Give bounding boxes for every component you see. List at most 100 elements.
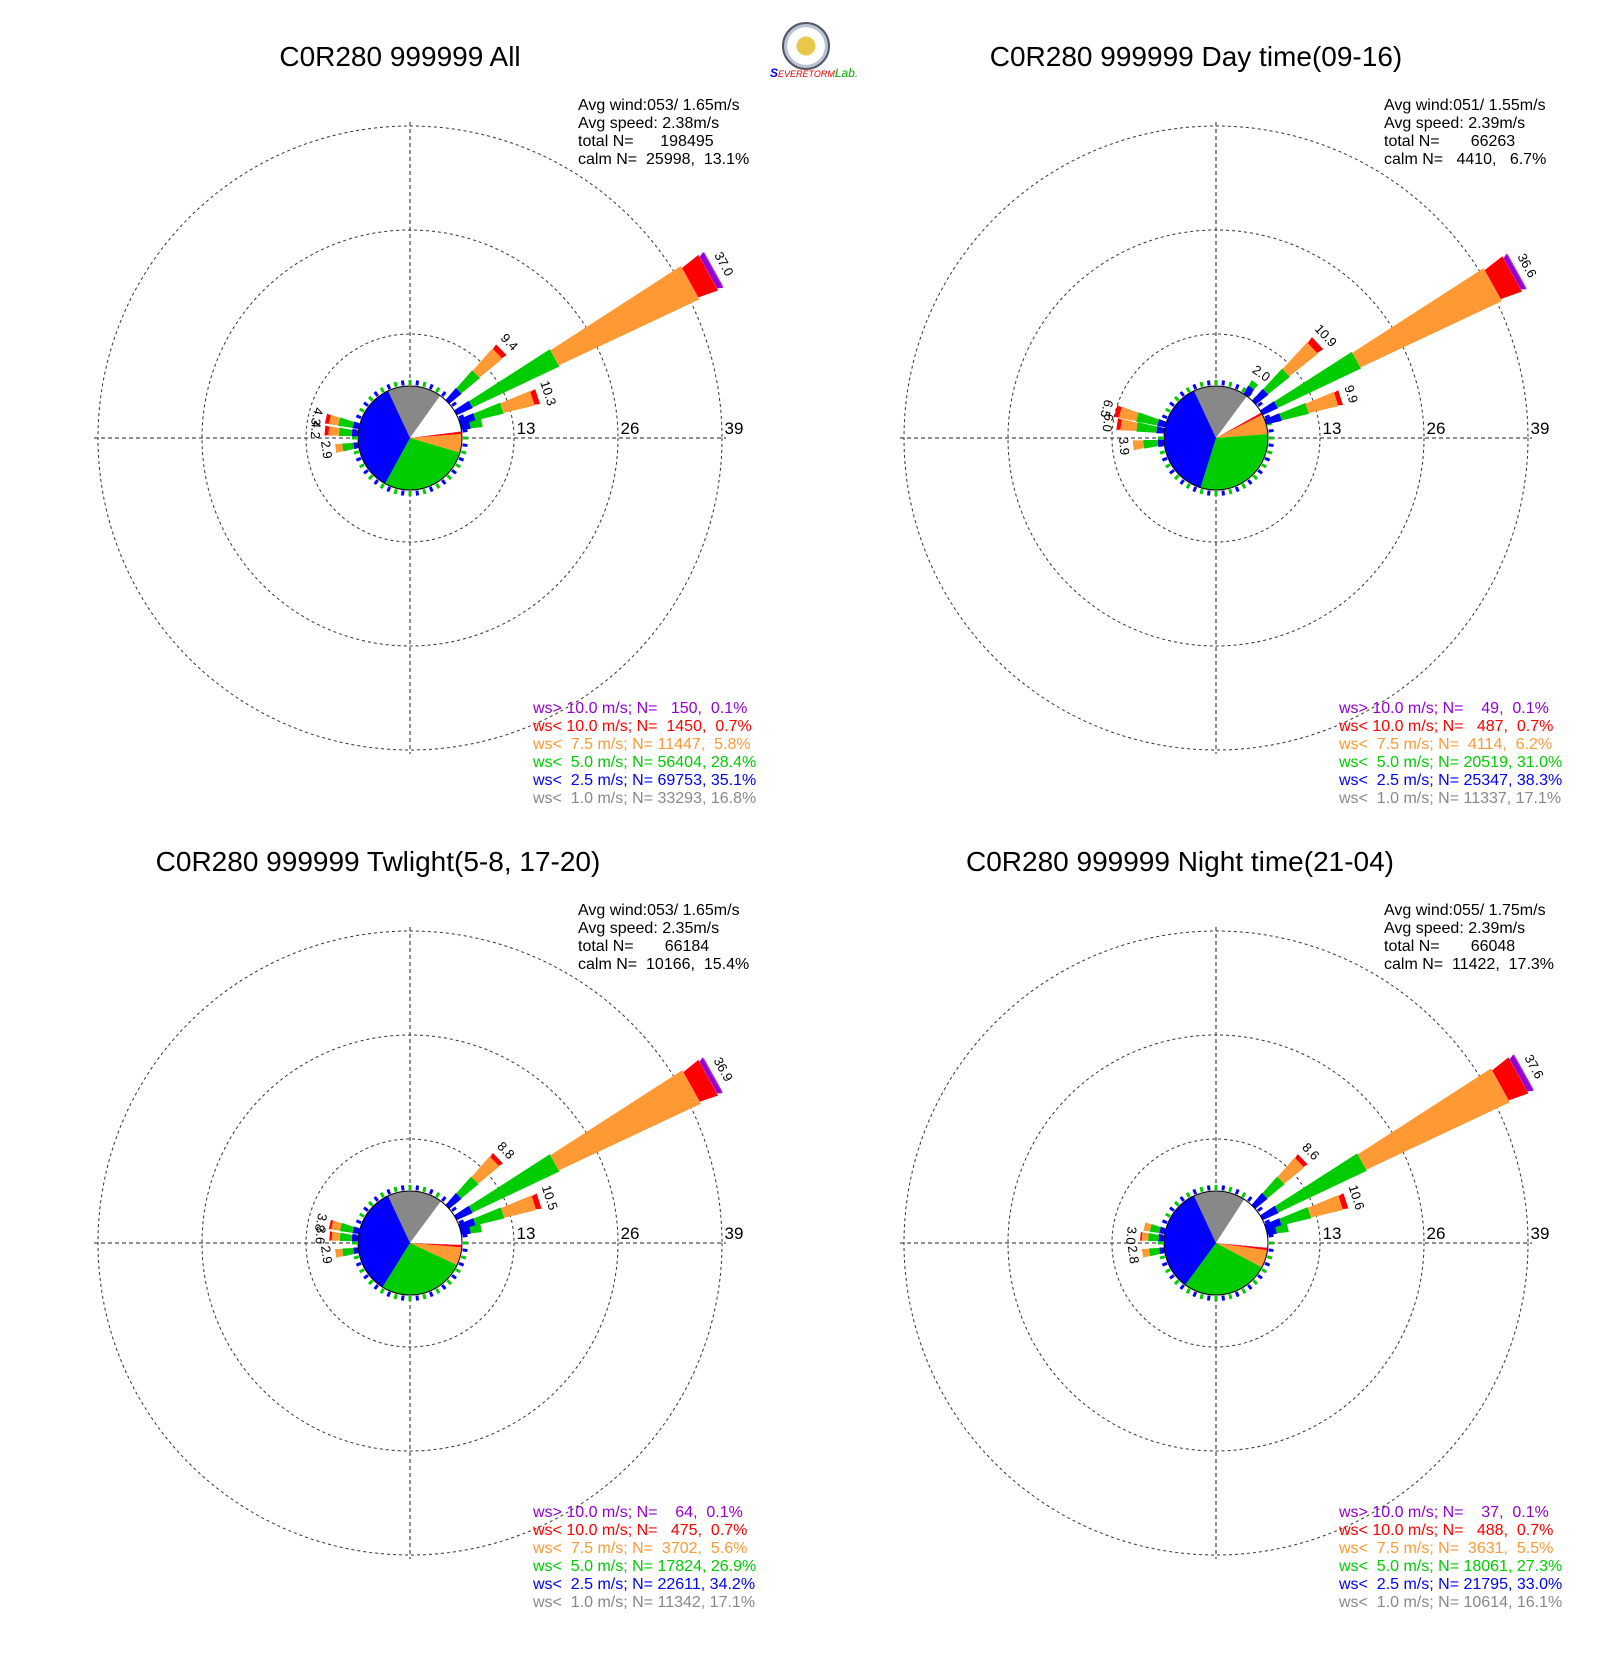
direction-tick [363, 401, 369, 407]
direction-tick [460, 1255, 467, 1260]
petal-segment [550, 1070, 701, 1171]
petal-segment [324, 413, 331, 424]
direction-tick [386, 383, 392, 390]
direction-tick [1165, 463, 1171, 469]
direction-tick [393, 381, 398, 388]
petal-segment [1264, 413, 1282, 425]
pie-slice [1216, 414, 1268, 438]
direction-tick [428, 486, 434, 493]
r-tick-label: 39 [1531, 419, 1550, 438]
r-tick-label: 13 [1323, 419, 1342, 438]
direction-tick [400, 380, 405, 386]
direction-tick [1192, 486, 1198, 493]
direction-tick [379, 1288, 385, 1294]
petal-segment [1307, 337, 1324, 354]
pie-slice [1194, 1190, 1245, 1243]
direction-tick [435, 1288, 441, 1294]
petal-segment [1141, 1232, 1149, 1241]
direction-tick [400, 1185, 405, 1191]
petal-label: 2.9 [318, 440, 335, 460]
direction-tick [367, 1279, 374, 1286]
direction-tick [367, 395, 374, 402]
petal-segment [329, 1231, 333, 1241]
direction-tick [1234, 1291, 1240, 1298]
petal-label: 10.3 [537, 379, 559, 408]
petal-segment [454, 400, 473, 416]
legend-entry: ws< 7.5 m/s; N= 4114, 6.2% [1338, 736, 1552, 753]
direction-tick [1192, 1291, 1198, 1298]
direction-tick [363, 1206, 369, 1212]
pie-slice [388, 386, 441, 438]
direction-tick [353, 1255, 360, 1260]
petal-segment [1295, 1154, 1308, 1167]
petal-segment [324, 425, 330, 436]
direction-tick [1268, 1248, 1274, 1253]
direction-tick [1221, 1185, 1226, 1191]
direction-tick [1228, 381, 1233, 388]
direction-tick [373, 1284, 379, 1290]
severe-storm-lab-logo: SEVERETORMLab. [770, 22, 858, 84]
stats-line: Avg wind:055/ 1.75m/s [1384, 902, 1546, 919]
direction-tick [1173, 395, 1180, 402]
direction-tick [1173, 1279, 1180, 1286]
petal-segment [1132, 440, 1144, 451]
grid-ring [201, 229, 619, 647]
petal-segment [469, 1154, 560, 1213]
direction-tick [441, 391, 447, 397]
direction-tick [1264, 1261, 1271, 1267]
direction-tick [1199, 381, 1204, 388]
petal-segment [328, 414, 341, 426]
petal-segment [1136, 422, 1158, 433]
petal-label: 4.2 [308, 420, 325, 439]
direction-tick [355, 1219, 362, 1225]
direction-tick [1228, 488, 1233, 495]
pie-slice [1216, 1243, 1268, 1268]
pie-slice [1164, 1195, 1216, 1285]
direction-tick [441, 1284, 447, 1290]
legend-entry: ws< 10.0 m/s; N= 1450, 0.7% [532, 718, 752, 735]
direction-tick [1206, 1185, 1211, 1191]
direction-tick [455, 463, 461, 469]
direction-tick [1185, 483, 1191, 489]
legend-entry: ws< 5.0 m/s; N= 17824, 26.9% [532, 1558, 756, 1575]
direction-tick [379, 1192, 385, 1198]
direction-tick [386, 1291, 392, 1298]
direction-tick [415, 380, 420, 386]
grid-ring [97, 125, 723, 751]
petal-segment [1141, 1248, 1151, 1258]
petal-segment [1156, 426, 1165, 434]
grid-ring [97, 930, 723, 1556]
direction-tick [367, 474, 374, 481]
legend-entry: ws< 5.0 m/s; N= 56404, 28.4% [532, 754, 756, 771]
stats-line: total N= 66263 [1384, 133, 1515, 150]
direction-tick [1159, 1255, 1166, 1260]
petal-segment [342, 442, 355, 452]
legend-entry: ws< 10.0 m/s; N= 487, 0.7% [1338, 718, 1553, 735]
petal-segment [550, 266, 700, 366]
direction-tick [1257, 401, 1263, 407]
direction-tick [441, 1196, 447, 1202]
r-tick-label: 26 [1427, 419, 1446, 438]
petal-segment [1252, 388, 1269, 405]
direction-tick [373, 479, 379, 485]
direction-tick [428, 383, 434, 390]
direction-tick [367, 1200, 374, 1207]
direction-tick [1179, 1284, 1185, 1290]
stats-line: calm N= 11422, 17.3% [1384, 956, 1554, 973]
direction-tick [1252, 1279, 1259, 1286]
direction-tick [422, 1293, 427, 1300]
petal-segment [339, 1232, 353, 1242]
direction-tick [441, 479, 447, 485]
direction-tick [460, 450, 467, 455]
petal-segment [683, 1059, 719, 1102]
direction-tick [1185, 1192, 1191, 1198]
stats-line: Avg speed: 2.39m/s [1384, 920, 1525, 937]
petal-segment [352, 1226, 361, 1234]
chart-title: C0R280 999999 Twlight(5-8, 17-20) [156, 846, 601, 877]
direction-tick [1169, 401, 1175, 407]
petal-segment [353, 1247, 359, 1255]
petal-segment [531, 1193, 542, 1210]
direction-tick [1247, 1284, 1253, 1290]
direction-tick [1264, 456, 1271, 462]
stats-line: total N= 66048 [1384, 938, 1515, 955]
